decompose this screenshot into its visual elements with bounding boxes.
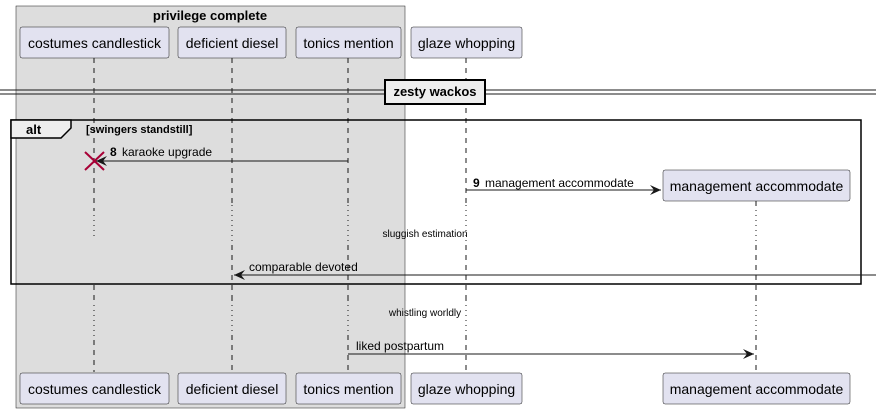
participant-tonics-mention-top[interactable]: tonics mention <box>295 26 402 59</box>
message-comparable-devoted: comparable devoted <box>234 260 876 280</box>
message-create-management-accommodate: 9 management accommodate <box>466 176 661 195</box>
participant-glaze-whopping-bottom[interactable]: glaze whopping <box>410 372 523 405</box>
alt-fragment: alt [swingers standstill] <box>10 119 862 285</box>
participant-label: management accommodate <box>670 178 844 194</box>
participant-label: glaze whopping <box>418 381 515 397</box>
message-number: 9 <box>473 176 480 190</box>
participant-label: glaze whopping <box>418 35 515 51</box>
participant-costumes-candlestick-bottom[interactable]: costumes candlestick <box>19 372 170 405</box>
participant-label: tonics mention <box>303 35 393 51</box>
participant-tonics-mention-bottom[interactable]: tonics mention <box>295 372 402 405</box>
participant-label: deficient diesel <box>186 381 279 397</box>
message-number: 8 <box>110 145 117 159</box>
message-label: liked postpartum <box>356 339 444 353</box>
message-label: management accommodate <box>485 176 634 190</box>
participant-deficient-diesel-bottom[interactable]: deficient diesel <box>177 372 287 405</box>
alt-keyword: alt <box>26 122 42 137</box>
participant-label: deficient diesel <box>186 35 279 51</box>
message-liked-postpartum: liked postpartum <box>348 339 754 359</box>
message-label: comparable devoted <box>249 260 358 274</box>
participant-glaze-whopping-top[interactable]: glaze whopping <box>410 26 523 59</box>
participant-label: costumes candlestick <box>28 35 162 51</box>
participant-group-box <box>15 5 406 409</box>
delay-label: whistling worldly <box>388 308 461 319</box>
participant-label: management accommodate <box>670 381 844 397</box>
destroy-mark <box>84 151 105 171</box>
message-label: karaoke upgrade <box>122 145 212 159</box>
participant-management-accommodate-created[interactable]: management accommodate <box>662 169 851 202</box>
lifelines <box>93 58 757 372</box>
delay-label: sluggish estimation <box>382 229 467 240</box>
participant-deficient-diesel-top[interactable]: deficient diesel <box>177 26 287 59</box>
participant-group-title: privilege complete <box>153 8 267 23</box>
alt-guard: [swingers standstill] <box>86 124 193 136</box>
divider-label: zesty wackos <box>393 84 476 99</box>
delay-dots <box>93 205 757 340</box>
message-karaoke-upgrade: 8 karaoke upgrade <box>96 145 348 166</box>
participant-management-accommodate-bottom[interactable]: management accommodate <box>662 372 851 405</box>
participant-costumes-candlestick-top[interactable]: costumes candlestick <box>19 26 170 59</box>
participant-label: tonics mention <box>303 381 393 397</box>
participant-label: costumes candlestick <box>28 381 162 397</box>
divider-zesty-wackos: zesty wackos <box>0 79 876 105</box>
